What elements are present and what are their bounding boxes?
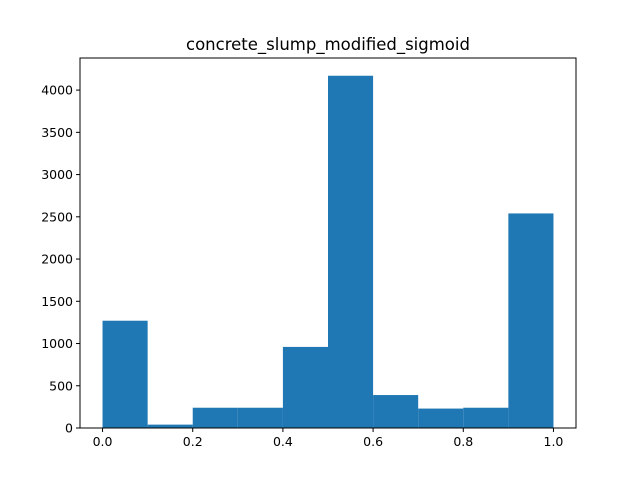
y-tick-label: 2500 — [41, 209, 73, 224]
y-tick-label: 0 — [65, 421, 73, 436]
histogram-bar — [463, 407, 509, 428]
histogram-bar — [508, 213, 554, 428]
x-tick-label: 1.0 — [544, 434, 564, 449]
y-tick-label: 2000 — [41, 252, 73, 267]
histogram-bar — [282, 346, 328, 428]
histogram-bar — [328, 75, 374, 429]
histogram-bar — [192, 407, 238, 428]
x-tick-label: 0.0 — [93, 434, 113, 449]
histogram-bar — [102, 320, 148, 428]
y-tick-label: 1000 — [41, 336, 73, 351]
chart-title: concrete_slump_modified_sigmoid — [186, 35, 470, 55]
x-tick-label: 0.2 — [183, 434, 203, 449]
y-tick-label: 3000 — [41, 167, 73, 182]
y-axis-ticks: 0 500 1000 1500 2000 2500 3000 3500 4000 — [41, 83, 80, 436]
y-tick-label: 500 — [49, 378, 73, 393]
x-tick-label: 0.4 — [273, 434, 293, 449]
plot-frame — [79, 57, 577, 429]
y-tick-label: 4000 — [41, 83, 73, 98]
histogram-bar — [373, 395, 419, 428]
x-tick-label: 0.6 — [363, 434, 383, 449]
histogram-bar — [147, 424, 193, 428]
bars-group — [102, 75, 554, 429]
y-tick-label: 1500 — [41, 294, 73, 309]
histogram-bar — [237, 407, 283, 428]
histogram-bar — [418, 408, 464, 428]
y-tick-label: 3500 — [41, 125, 73, 140]
x-tick-label: 0.8 — [453, 434, 473, 449]
x-axis-ticks: 0.0 0.2 0.4 0.6 0.8 1.0 — [93, 428, 564, 449]
